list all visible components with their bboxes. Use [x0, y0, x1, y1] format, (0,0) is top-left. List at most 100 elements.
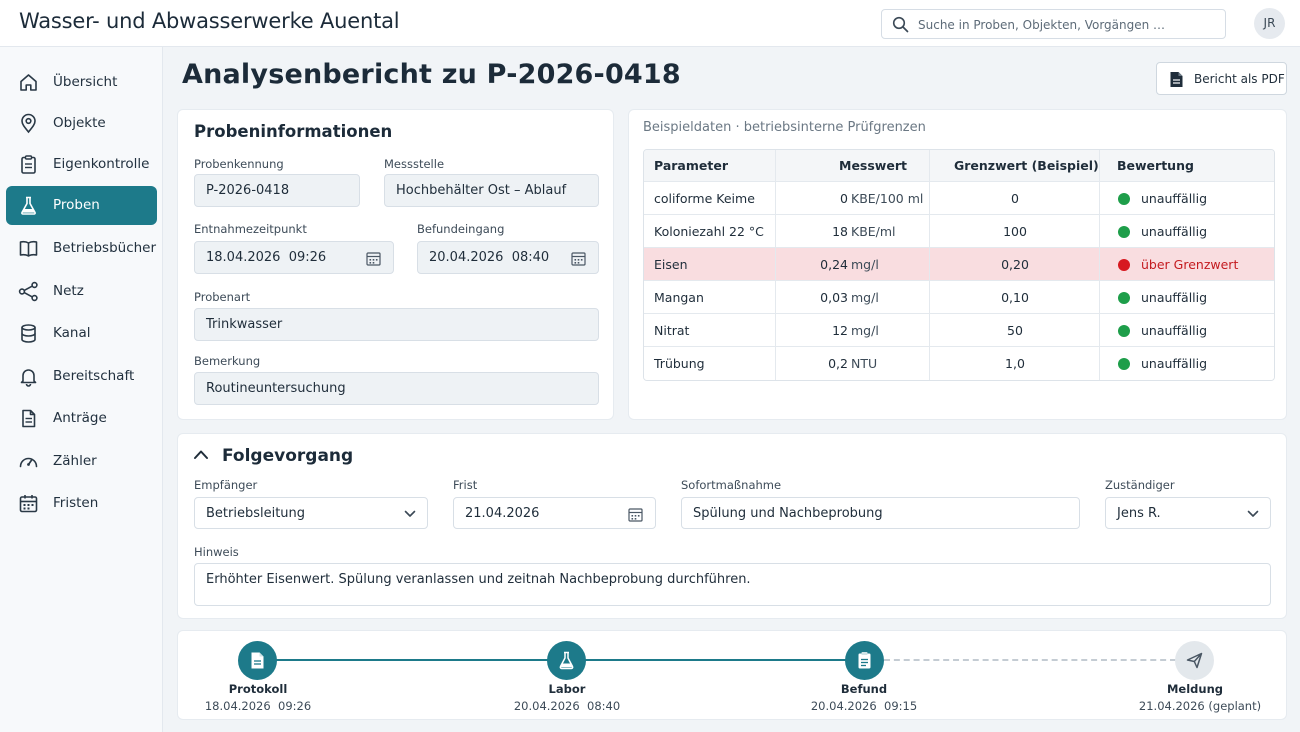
document-icon — [251, 652, 264, 669]
frist-label: Frist — [453, 478, 478, 492]
probenart-label: Probenart — [194, 290, 251, 304]
unit-cell: mg/l — [851, 257, 879, 272]
timeline-step-name: Meldung — [1166, 682, 1224, 696]
pdf-button-label: Bericht als PDF — [1194, 72, 1285, 86]
header-messwert: Messwert — [839, 158, 907, 173]
timeline-step-name: Labor — [548, 682, 586, 696]
timeline-step-labor[interactable] — [547, 641, 586, 680]
user-avatar[interactable]: JR — [1254, 8, 1285, 39]
search-icon — [892, 16, 909, 33]
befundeingang-date-field[interactable]: 20.04.2026 08:40 — [417, 241, 599, 274]
sidebar-item-label: Eigenkontrolle — [53, 156, 150, 172]
value-cell: 0,24 — [820, 257, 848, 272]
status-ok-icon — [1118, 292, 1130, 304]
zustaendiger-select[interactable]: Jens R. — [1105, 497, 1271, 529]
chevron-up-icon[interactable] — [193, 448, 209, 460]
sidebar-item-label: Bereitschaft — [53, 368, 135, 384]
hinweis-value: Erhöhter Eisenwert. Spülung veranlassen … — [206, 572, 751, 587]
probenkennung-value: P-2026-0418 — [206, 183, 290, 198]
table-row[interactable]: Koloniezahl 22 °C 18 KBE/ml 100 unauffäll… — [644, 215, 1274, 248]
sidebar-item-label: Anträge — [53, 410, 107, 426]
sofortmassnahme-field[interactable]: Spülung und Nachbeprobung — [681, 497, 1080, 529]
calendar-icon[interactable] — [628, 507, 643, 522]
status-cell: unauffällig — [1141, 356, 1208, 371]
status-cell: unauffällig — [1141, 191, 1208, 206]
sidebar-item-betriebsbuecher[interactable]: Betriebsbücher — [6, 229, 157, 268]
table-row-alert[interactable]: Eisen 0,24 mg/l 0,20 über Grenzwert — [644, 248, 1274, 281]
hinweis-textarea[interactable]: Erhöhter Eisenwert. Spülung veranlassen … — [194, 563, 1271, 606]
status-cell: unauffällig — [1141, 224, 1208, 239]
flask-icon — [21, 196, 36, 215]
sidebar-item-proben[interactable]: Proben — [6, 186, 157, 225]
timeline-step-protokoll[interactable] — [238, 641, 277, 680]
sidebar-item-label: Proben — [53, 197, 100, 213]
status-ok-icon — [1118, 193, 1130, 205]
gauge-icon — [19, 457, 38, 468]
entnahme-date-field[interactable]: 18.04.2026 09:26 — [194, 241, 394, 274]
results-table: Parameter Messwert Grenzwert (Beispiel) … — [643, 149, 1275, 381]
sidebar-item-label: Objekte — [53, 115, 106, 131]
sidebar-item-kanal[interactable]: Kanal — [6, 314, 157, 353]
timeline-card — [177, 630, 1287, 720]
sidebar: Übersicht Objekte Eigenkontrolle Proben … — [0, 47, 163, 732]
sidebar-item-eigenkontrolle[interactable]: Eigenkontrolle — [6, 145, 157, 184]
send-icon — [1186, 652, 1203, 669]
empfaenger-label: Empfänger — [194, 478, 258, 492]
frist-date-field[interactable]: 21.04.2026 — [453, 497, 656, 529]
timeline-step-befund[interactable] — [845, 641, 884, 680]
probenkennung-field[interactable]: P-2026-0418 — [194, 174, 360, 207]
bell-icon — [20, 369, 37, 387]
status-cell: über Grenzwert — [1141, 257, 1239, 272]
sidebar-item-uebersicht[interactable]: Übersicht — [6, 63, 157, 102]
frist-value: 21.04.2026 — [465, 506, 540, 521]
table-row[interactable]: Nitrat 12 mg/l 50 unauffällig — [644, 314, 1274, 347]
search-input[interactable] — [918, 14, 1218, 36]
chevron-down-icon — [1247, 510, 1259, 517]
timeline-step-meldung[interactable] — [1175, 641, 1214, 680]
sidebar-item-label: Zähler — [53, 453, 97, 469]
value-cell: 12 — [832, 323, 848, 338]
sidebar-item-antraege[interactable]: Anträge — [6, 399, 157, 438]
entnahme-value: 18.04.2026 09:26 — [206, 250, 327, 265]
limit-cell: 100 — [1003, 224, 1027, 239]
sidebar-item-netz[interactable]: Netz — [6, 272, 157, 311]
clipboard-icon — [858, 652, 871, 669]
unit-cell: NTU — [851, 356, 878, 371]
status-ok-icon — [1118, 358, 1130, 370]
table-row[interactable]: Mangan 0,03 mg/l 0,10 unauffällig — [644, 281, 1274, 314]
calendar-icon[interactable] — [571, 251, 586, 266]
sidebar-item-bereitschaft[interactable]: Bereitschaft — [6, 357, 157, 396]
table-header-row: Parameter Messwert Grenzwert (Beispiel) … — [644, 150, 1274, 182]
value-cell: 18 — [832, 224, 848, 239]
messstelle-value: Hochbehälter Ost – Ablauf — [396, 183, 567, 198]
timeline-step-date: 20.04.2026 08:40 — [513, 699, 621, 713]
status-cell: unauffällig — [1141, 323, 1208, 338]
sidebar-item-fristen[interactable]: Fristen — [6, 484, 157, 523]
bemerkung-value: Routineuntersuchung — [206, 381, 346, 396]
calendar-icon[interactable] — [366, 251, 381, 266]
table-row[interactable]: coliforme Keime 0 KBE/100 ml 0 unauffälli… — [644, 182, 1274, 215]
messstelle-field[interactable]: Hochbehälter Ost – Ablauf — [384, 174, 599, 207]
value-cell: 0 — [840, 191, 848, 206]
search-box[interactable] — [881, 9, 1226, 39]
empfaenger-select[interactable]: Betriebsleitung — [194, 497, 428, 529]
messstelle-label: Messstelle — [384, 157, 445, 171]
sidebar-item-objekte[interactable]: Objekte — [6, 104, 157, 143]
bemerkung-field[interactable]: Routineuntersuchung — [194, 372, 599, 405]
table-row[interactable]: Trübung 0,2 NTU 1,0 unauffällig — [644, 347, 1274, 380]
pdf-export-button[interactable]: Bericht als PDF — [1156, 62, 1287, 95]
unit-cell: KBE/100 ml — [851, 191, 924, 206]
calendar-icon — [19, 495, 38, 513]
sidebar-item-label: Übersicht — [53, 74, 118, 90]
probenart-value: Trinkwasser — [206, 317, 283, 332]
sidebar-item-zaehler[interactable]: Zähler — [6, 442, 157, 481]
probenart-field[interactable]: Trinkwasser — [194, 308, 599, 341]
header-parameter: Parameter — [654, 158, 728, 173]
parameter-cell: Nitrat — [654, 323, 690, 338]
sidebar-item-label: Betriebsbücher — [53, 240, 157, 256]
timeline-step-date: 18.04.2026 09:26 — [204, 699, 312, 713]
book-icon — [19, 240, 38, 257]
flask-icon — [559, 651, 574, 670]
hinweis-label: Hinweis — [194, 545, 239, 559]
timeline-step-date: 21.04.2026 (geplant) — [1138, 699, 1262, 713]
